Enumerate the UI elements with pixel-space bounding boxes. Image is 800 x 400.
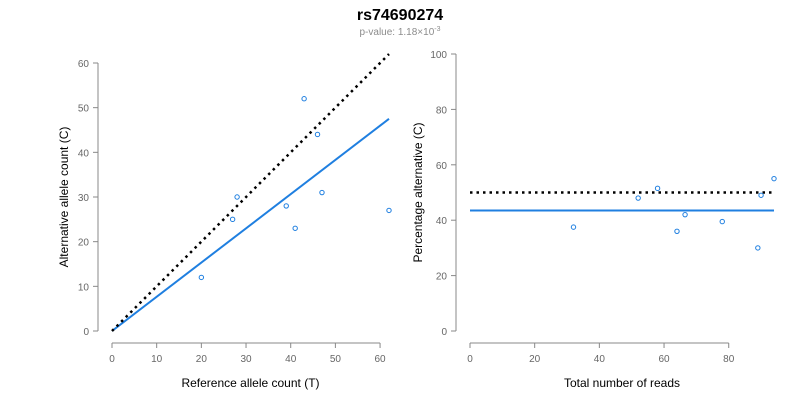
x-tick-label: 80 [723,354,735,365]
p-value-exponent: -3 [434,26,440,33]
x-tick-label: 30 [240,354,252,365]
expected-ratio-line [111,53,390,332]
data-point [292,225,298,231]
x-tick-label: 60 [375,354,387,365]
y-tick-label: 60 [78,59,90,70]
y-tick-label: 100 [430,50,447,61]
data-point [301,96,307,102]
x-tick-label: 10 [151,354,163,365]
y-tick-label: 30 [78,193,90,204]
x-tick-label: 40 [594,354,606,365]
data-point [570,224,577,230]
data-point [198,274,205,281]
y-axis-title: Percentage alternative (C) [411,122,425,262]
y-tick-label: 60 [436,161,448,172]
y-tick-label: 10 [78,282,90,293]
x-tick-label: 40 [285,354,297,365]
y-tick-label: 80 [436,105,448,116]
y-tick-label: 20 [436,272,448,283]
data-point [771,175,777,182]
data-point [283,203,289,209]
y-tick-label: 0 [83,327,89,338]
data-point [682,211,688,218]
data-point [719,218,725,225]
chart-subtitle: p-value: 1.18×10-3 [359,26,440,38]
data-point [386,207,392,214]
x-tick-label: 60 [658,354,670,365]
data-point [314,131,321,138]
y-tick-label: 0 [441,327,447,338]
chart-title: rs74690274 [357,7,443,24]
data-point [755,245,761,251]
x-tick-label: 20 [529,354,541,365]
x-tick-label: 0 [467,354,473,365]
data-point [635,195,641,201]
fit-line [111,118,390,332]
chart-panel-left: 0 10 20 30 40 50 60 0 10 20 30 40 50 60 Reference alle… [57,53,392,390]
data-point [319,189,325,196]
data-point [229,216,236,223]
y-tick-label: 40 [78,148,90,159]
data-point [758,192,764,198]
x-axis-title: Reference allele count (T) [181,376,319,390]
x-tick-label: 20 [196,354,208,365]
x-axis-title: Total number of reads [564,376,680,390]
chart-panel-right: 0 20 40 60 80 0 20 40 60 80 100 Total number of rea… [411,50,777,390]
p-value-label: p-value: 1.18×10 [359,27,434,38]
x-tick-label: 0 [109,354,115,365]
y-tick-label: 20 [78,238,90,249]
data-point [234,194,240,200]
y-tick-label: 50 [78,104,90,115]
y-tick-label: 40 [436,216,448,227]
x-tick-label: 50 [330,354,342,365]
data-point [674,228,680,234]
data-point [654,185,661,192]
y-axis-title: Alternative allele count (C) [57,127,71,268]
